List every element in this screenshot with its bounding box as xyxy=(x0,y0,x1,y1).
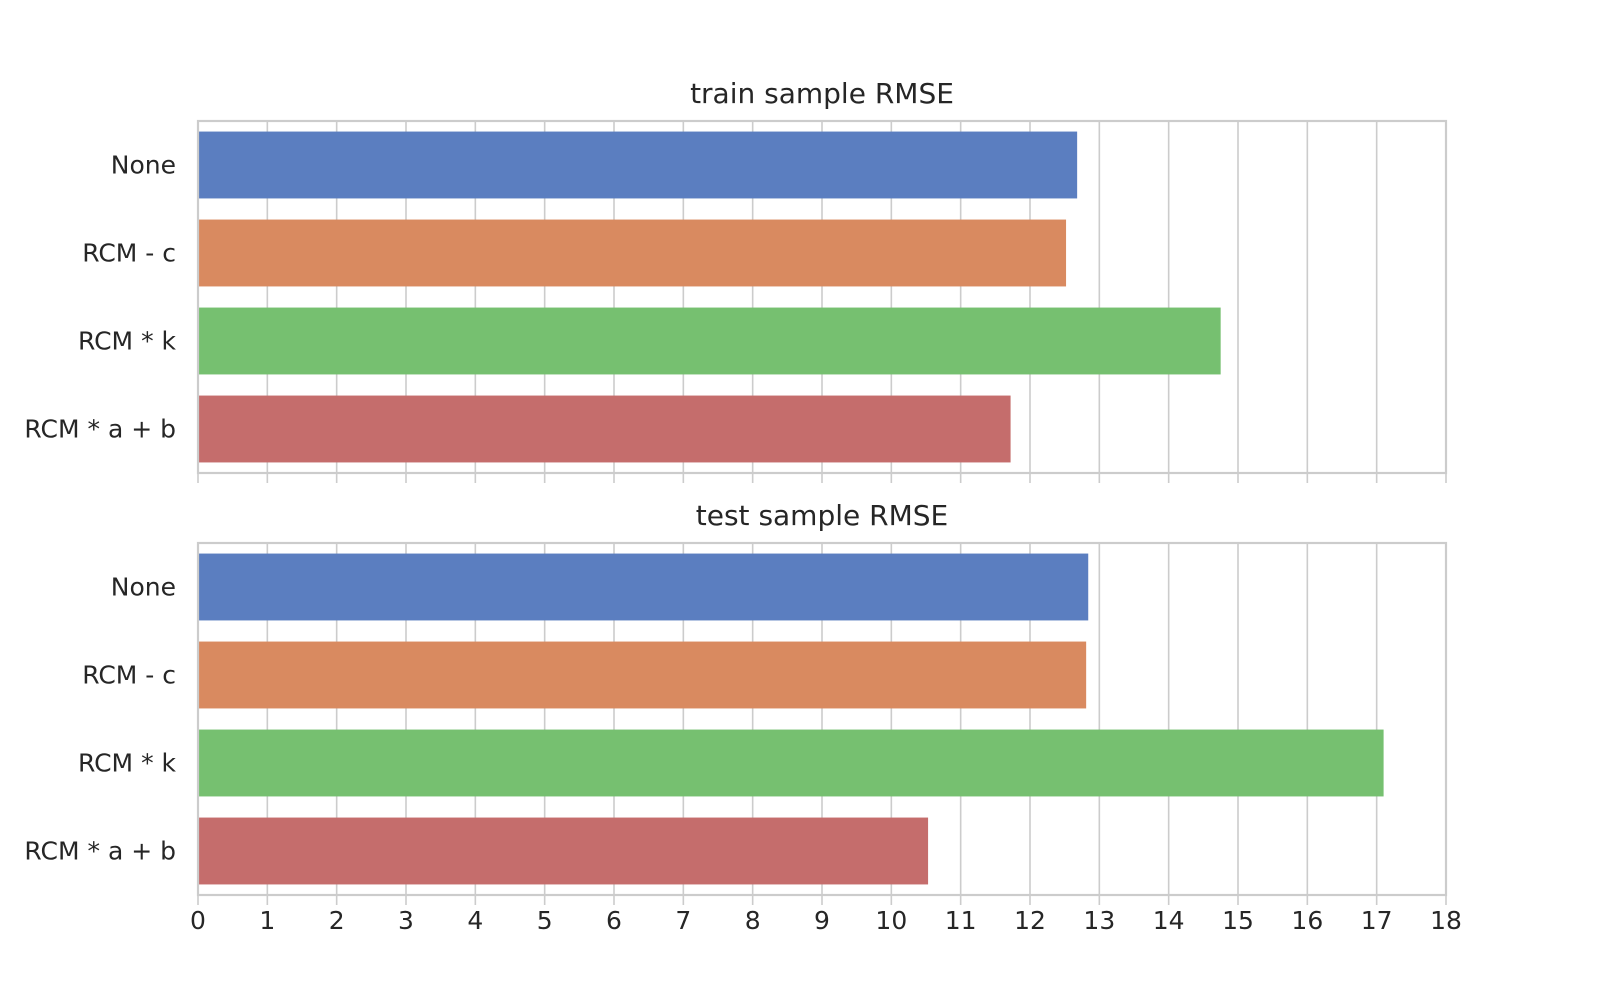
x-tick-label: 4 xyxy=(467,906,483,935)
x-tick-label: 5 xyxy=(537,906,553,935)
x-tick-label: 11 xyxy=(945,906,977,935)
x-tick-label: 0 xyxy=(190,906,206,935)
y-tick-label: RCM * k xyxy=(78,327,177,356)
bar-3 xyxy=(198,395,1011,463)
y-tick-label: None xyxy=(111,151,176,180)
y-tick-label: None xyxy=(111,573,176,602)
y-tick-label: RCM * k xyxy=(78,749,177,778)
bar-3 xyxy=(198,817,929,885)
y-tick-label: RCM * a + b xyxy=(24,415,176,444)
x-tick-label: 8 xyxy=(745,906,761,935)
x-tick-label: 7 xyxy=(675,906,691,935)
x-tick-label: 16 xyxy=(1291,906,1323,935)
y-tick-label: RCM - c xyxy=(82,239,176,268)
x-tick-label: 17 xyxy=(1361,906,1393,935)
bar-2 xyxy=(198,729,1384,797)
x-tick-label: 10 xyxy=(875,906,907,935)
bar-2 xyxy=(198,307,1221,375)
x-tick-label: 1 xyxy=(259,906,275,935)
bar-1 xyxy=(198,219,1067,287)
x-tick-label: 3 xyxy=(398,906,414,935)
x-tick-label: 18 xyxy=(1430,906,1462,935)
x-tick-label: 2 xyxy=(329,906,345,935)
chart-title: test sample RMSE xyxy=(696,499,948,532)
x-tick-label: 12 xyxy=(1014,906,1046,935)
bar-0 xyxy=(198,131,1078,199)
x-tick-label: 15 xyxy=(1222,906,1254,935)
bar-0 xyxy=(198,553,1089,621)
x-tick-label: 14 xyxy=(1153,906,1185,935)
y-tick-label: RCM * a + b xyxy=(24,837,176,866)
y-tick-label: RCM - c xyxy=(82,661,176,690)
chart-title: train sample RMSE xyxy=(690,77,954,110)
x-tick-label: 9 xyxy=(814,906,830,935)
bar-1 xyxy=(198,641,1087,709)
x-tick-label: 6 xyxy=(606,906,622,935)
x-tick-label: 13 xyxy=(1083,906,1115,935)
